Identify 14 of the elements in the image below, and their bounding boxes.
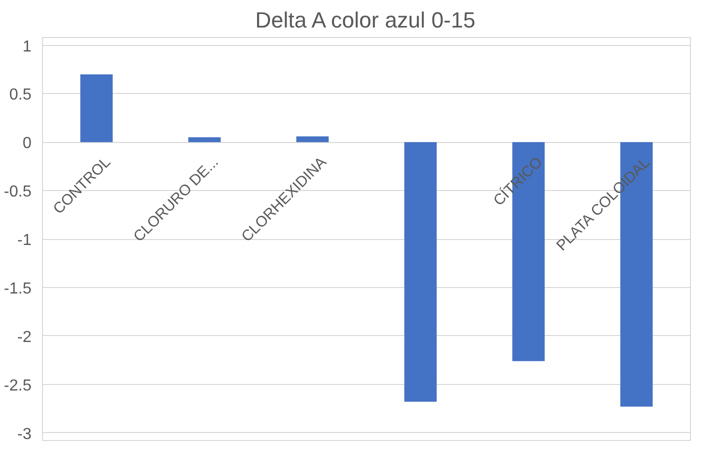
bar — [404, 142, 437, 402]
y-tick-label: -2.5 — [4, 377, 32, 394]
y-tick-label: 0.5 — [9, 86, 32, 104]
y-tick-label: -1 — [17, 232, 32, 249]
y-tick-label: -0.5 — [4, 184, 32, 201]
y-tick-label: -1.5 — [4, 280, 32, 298]
y-tick-label: 1 — [22, 38, 32, 56]
y-tick-label: -2 — [17, 328, 32, 346]
bar — [188, 137, 221, 142]
bar — [296, 136, 329, 142]
y-tick-label: 0 — [22, 135, 32, 152]
y-tick-label: -3 — [17, 426, 32, 443]
chart-title: Delta A color azul 0-15 — [255, 8, 476, 32]
bar — [80, 74, 113, 142]
